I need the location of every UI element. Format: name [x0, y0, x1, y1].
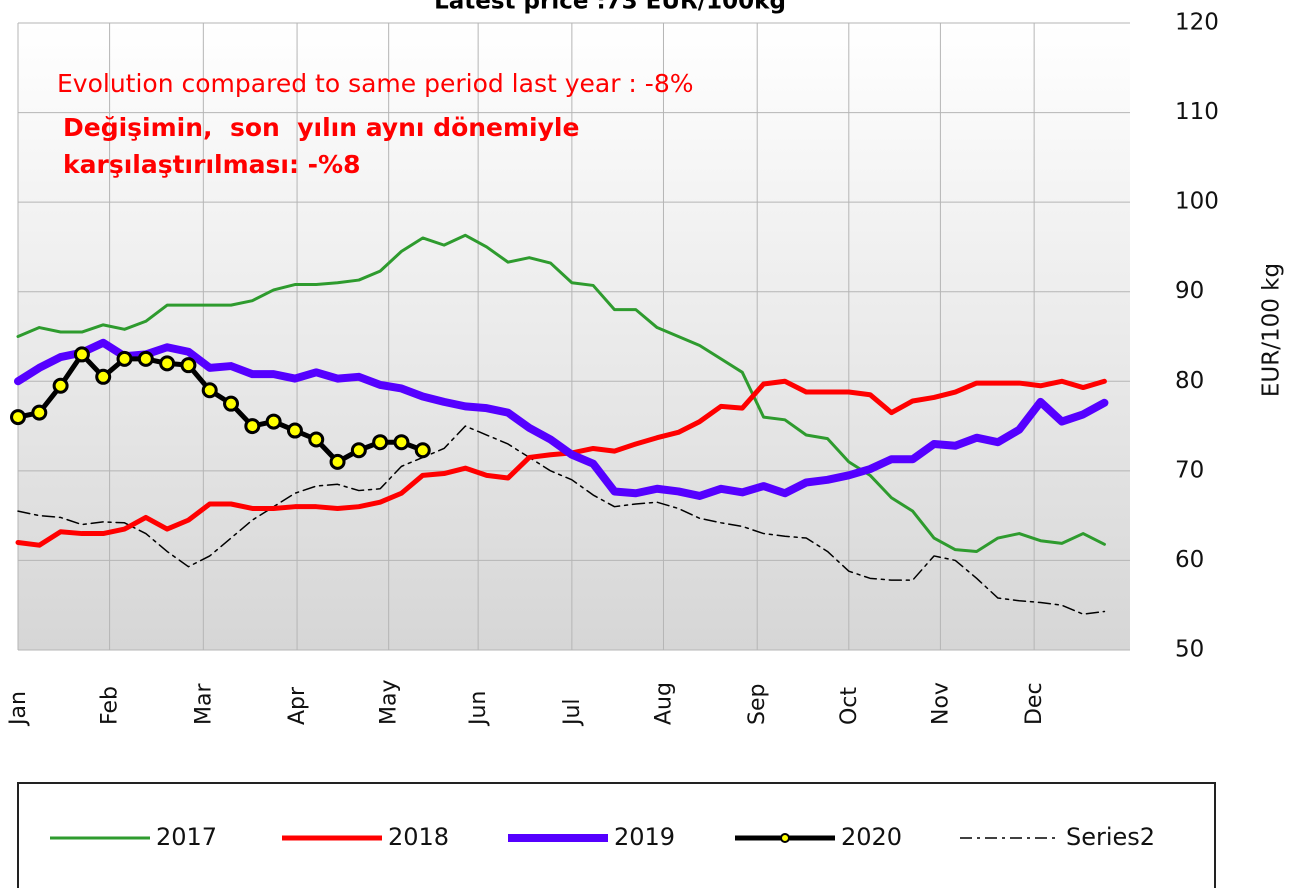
data-point [52, 377, 69, 394]
y-tick-label: 110 [1175, 99, 1219, 125]
y-tick-label: 80 [1175, 368, 1204, 394]
series-line [14, 338, 1109, 500]
y-tick-label: 100 [1175, 189, 1219, 215]
x-tick-label: Feb [98, 686, 123, 725]
annotation: Değişimin, son yılın aynı dönemiyle [63, 113, 579, 142]
data-point [265, 413, 282, 430]
legend [17, 782, 1216, 888]
y-tick-label: 70 [1175, 457, 1204, 483]
annotation: Evolution compared to same period last y… [57, 69, 694, 98]
data-point [137, 350, 154, 367]
data-point [244, 418, 261, 435]
data-point [95, 368, 112, 385]
data-point [116, 350, 133, 367]
series-line [15, 378, 1107, 548]
legend-label: 2018 [388, 823, 449, 851]
data-point [329, 453, 346, 470]
data-point [286, 422, 303, 439]
legend-label: 2019 [614, 823, 675, 851]
data-point [201, 382, 218, 399]
x-tick-label: Apr [285, 686, 310, 725]
data-point [10, 409, 26, 426]
chart-title: Latest price :73 EUR/100kg [434, 0, 786, 15]
x-tick-label: Jun [466, 691, 491, 727]
data-point [414, 442, 431, 459]
y-axis-label: EUR/100 kg [1259, 263, 1285, 397]
legend-label: Series2 [1066, 823, 1155, 851]
x-tick-label: Sep [745, 684, 770, 725]
y-tick-label: 50 [1175, 637, 1204, 663]
x-tick-label: Jul [560, 698, 585, 727]
x-tick-label: Mar [191, 683, 216, 725]
y-tick-label: 90 [1175, 278, 1204, 304]
legend-label: 2020 [841, 823, 902, 851]
data-point [350, 442, 367, 459]
data-point [308, 431, 325, 448]
data-point [372, 434, 389, 451]
x-tick-label: Aug [651, 682, 676, 725]
x-tick-label: May [377, 680, 402, 725]
y-tick-label: 120 [1175, 10, 1219, 36]
data-point [73, 346, 90, 363]
data-point [31, 404, 48, 421]
x-tick-label: Dec [1022, 682, 1047, 725]
data-point [159, 355, 176, 372]
series-line [16, 233, 1106, 553]
data-point [223, 395, 240, 412]
y-tick-label: 60 [1175, 547, 1204, 573]
series-line [17, 425, 1106, 615]
x-tick-label: Nov [928, 682, 953, 725]
x-tick-label: Oct [837, 687, 862, 725]
annotation: karşılaştırılması: -%8 [63, 150, 360, 179]
x-tick-label: Jan [6, 691, 31, 727]
data-point [393, 434, 410, 451]
legend-label: 2017 [156, 823, 217, 851]
legend-marker [780, 833, 790, 843]
data-point [180, 357, 197, 374]
